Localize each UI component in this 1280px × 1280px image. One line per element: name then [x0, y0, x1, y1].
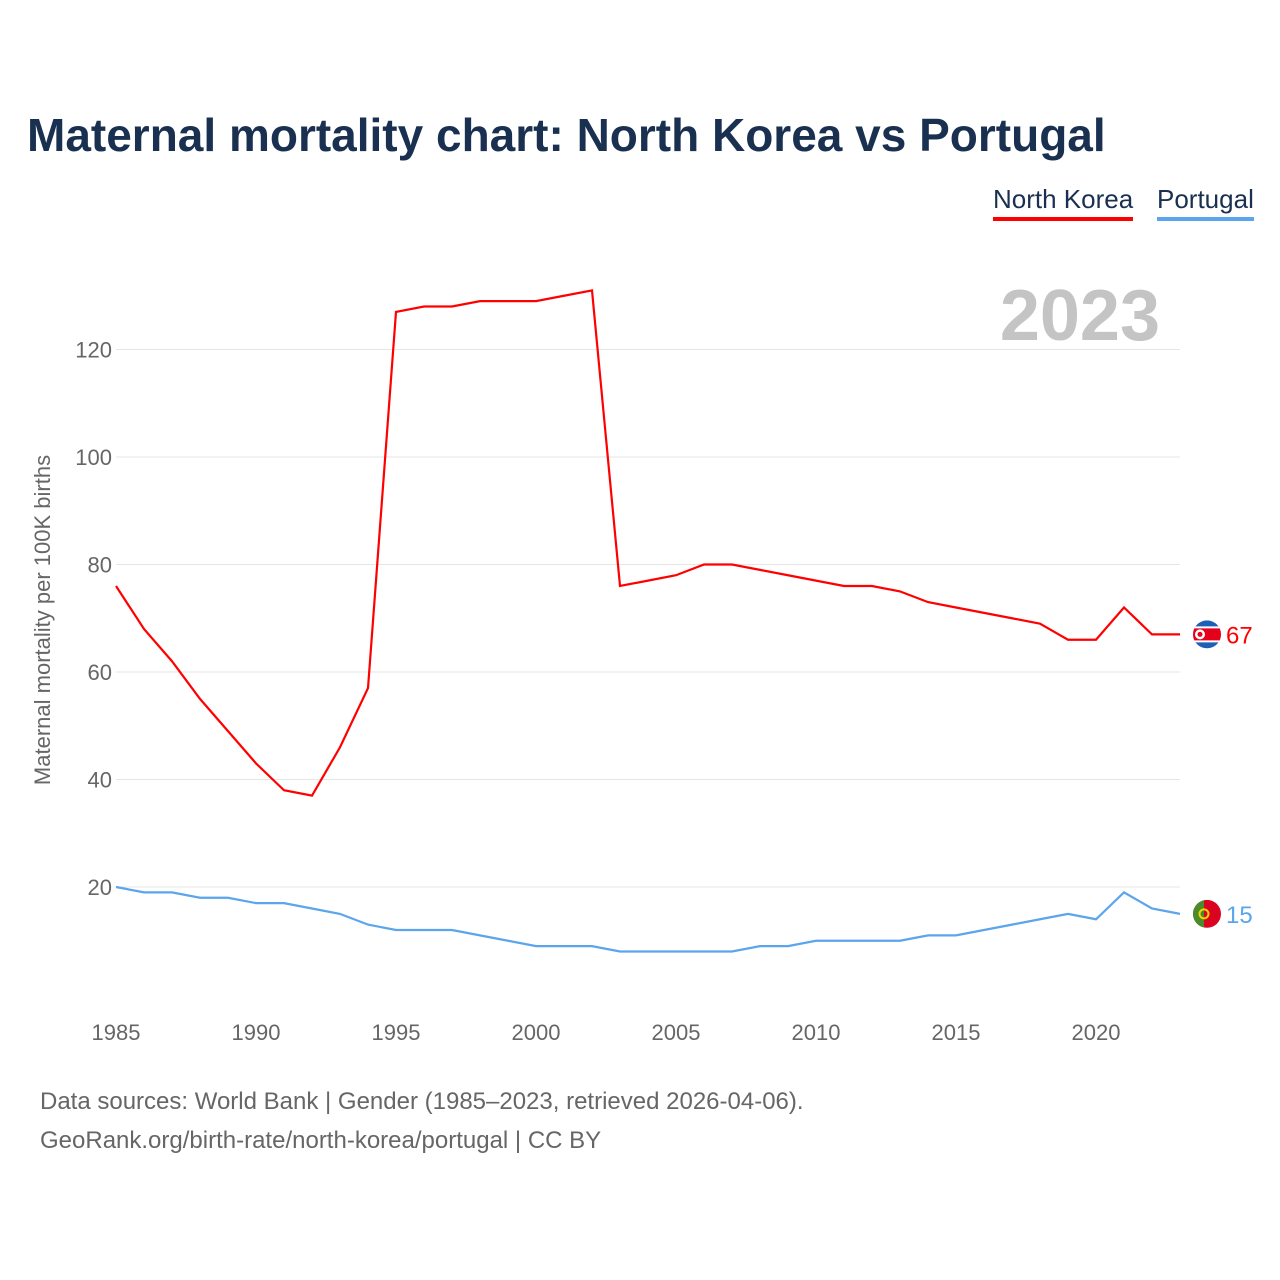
series-line-portugal [115, 885, 1181, 953]
y-tick-label: 40 [88, 768, 112, 793]
footer-sources: Data sources: World Bank | Gender (1985–… [40, 1088, 804, 1115]
x-tick-label: 2005 [652, 1020, 701, 1045]
x-tick-label: 2000 [512, 1020, 561, 1045]
x-tick-label: 2015 [932, 1020, 981, 1045]
x-tick-label: 2010 [792, 1020, 841, 1045]
x-tick-label: 1985 [92, 1020, 141, 1045]
y-tick-label: 120 [75, 338, 112, 363]
x-tick-label: 2020 [1072, 1020, 1121, 1045]
y-tick-label: 20 [88, 875, 112, 900]
portugal-flag-icon [1193, 899, 1221, 928]
end-value-label: 67 [1226, 622, 1253, 649]
y-axis-label: Maternal mortality per 100K births [30, 455, 55, 785]
legend-north-korea[interactable]: North Korea [993, 184, 1134, 221]
chart-title: Maternal mortality chart: North Korea vs… [27, 109, 1106, 161]
y-tick-label: 80 [88, 553, 112, 578]
end-value-label: 15 [1226, 902, 1253, 929]
y-tick-label: 100 [75, 445, 112, 470]
year-watermark: 2023 [1000, 276, 1160, 356]
series-line-north-korea [115, 289, 1180, 797]
legend-portugal[interactable]: Portugal [1157, 184, 1254, 221]
north-korea-flag-icon [1193, 620, 1221, 649]
y-tick-label: 60 [88, 660, 112, 685]
footer-url[interactable]: GeoRank.org/birth-rate/north-korea/portu… [40, 1127, 602, 1154]
x-tick-label: 1995 [372, 1020, 421, 1045]
x-tick-label: 1990 [232, 1020, 281, 1045]
